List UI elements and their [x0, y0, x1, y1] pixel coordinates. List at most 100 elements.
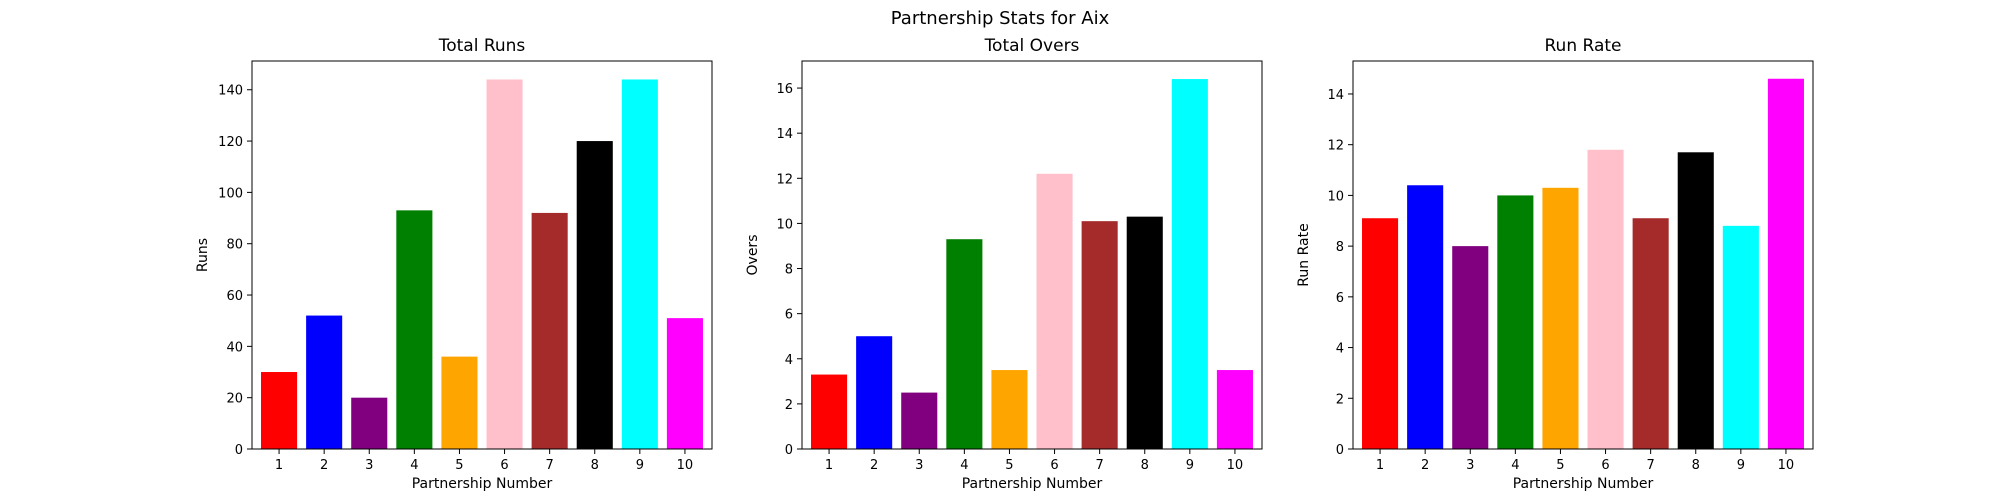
chart-1-bar-5: [441, 356, 478, 449]
chart-2-xlabel: Partnership Number: [962, 476, 1103, 492]
chart-1-ylabel: Runs: [195, 238, 211, 272]
figure-title: Partnership Stats for Aix: [891, 8, 1110, 29]
chart-3-ytick-label-1: 2: [1336, 392, 1344, 407]
chart-1-bar-1: [261, 372, 298, 449]
chart-2-xtick-label-3: 3: [915, 458, 923, 473]
chart-3-ytick-label-0: 0: [1336, 443, 1344, 458]
chart-1-ytick-label-4: 80: [226, 238, 243, 253]
chart-3-bar-6: [1587, 149, 1624, 449]
chart-1-xtick-label-1: 1: [275, 458, 283, 473]
chart-1-xtick-label-10: 10: [677, 458, 694, 473]
chart-2-ytick-label-7: 14: [776, 127, 793, 142]
chart-3-ytick-label-5: 10: [1327, 189, 1344, 204]
chart-1-bar-6: [486, 79, 523, 449]
chart-2-xtick-label-5: 5: [1005, 458, 1013, 473]
chart-2-xtick-label-9: 9: [1186, 458, 1194, 473]
chart-3-ytick-label-7: 14: [1327, 88, 1344, 103]
chart-1-xtick-label-7: 7: [546, 458, 554, 473]
chart-2-axes-frame: [801, 60, 1263, 450]
chart-3-bar-5: [1542, 187, 1579, 450]
chart-2-bar-3: [901, 392, 938, 449]
chart-2-xtick-label-7: 7: [1096, 458, 1104, 473]
chart-1-bar-7: [531, 212, 568, 449]
chart-1-ytick-label-5: 100: [218, 186, 243, 201]
chart-2-title: Total Overs: [984, 36, 1080, 56]
chart-1-bar-4: [396, 210, 433, 449]
chart-1-xtick-label-4: 4: [410, 458, 418, 473]
chart-3-bar-8: [1677, 152, 1714, 450]
chart-1-bar-8: [576, 141, 613, 449]
chart-1-xtick-label-3: 3: [365, 458, 373, 473]
chart-1-bar-10: [666, 318, 703, 449]
chart-1-bar-3: [351, 397, 388, 449]
chart-2-ytick-label-2: 4: [785, 353, 793, 368]
chart-2-bar-1: [811, 374, 848, 449]
chart-2-bar-7: [1081, 221, 1118, 449]
chart-1-bar-9: [621, 79, 658, 449]
chart-1-ytick-label-7: 140: [218, 84, 243, 99]
chart-3-xlabel: Partnership Number: [1513, 476, 1654, 492]
chart-1-bar-2: [306, 315, 343, 449]
chart-1-xtick-label-9: 9: [636, 458, 644, 473]
chart-2-ytick-label-5: 10: [776, 217, 793, 232]
chart-1-title: Total Runs: [438, 36, 526, 56]
chart-3-ytick-label-3: 6: [1336, 291, 1344, 306]
chart-3-axes-frame: [1352, 60, 1814, 450]
chart-2-ytick-label-4: 8: [785, 263, 793, 278]
chart-2-ytick-label-8: 16: [776, 82, 793, 97]
chart-3-xtick-label-8: 8: [1692, 458, 1700, 473]
chart-3-ytick-label-4: 8: [1336, 240, 1344, 255]
chart-3-bar-9: [1722, 225, 1759, 449]
chart-2-xtick-label-10: 10: [1227, 458, 1244, 473]
chart-1-xtick-label-6: 6: [500, 458, 508, 473]
chart-3-xtick-label-1: 1: [1376, 458, 1384, 473]
chart-1-ytick-label-1: 20: [226, 392, 243, 407]
chart-2-ytick-label-1: 2: [785, 398, 793, 413]
chart-2-ytick-label-3: 6: [785, 308, 793, 323]
chart-1-xlabel: Partnership Number: [412, 476, 553, 492]
chart-3-xtick-label-4: 4: [1511, 458, 1519, 473]
chart-3-xtick-label-9: 9: [1737, 458, 1745, 473]
chart-2-ytick-label-0: 0: [785, 443, 793, 458]
chart-2-xtick-label-2: 2: [870, 458, 878, 473]
chart-1-ytick-label-3: 60: [226, 289, 243, 304]
chart-3-ylabel: Run Rate: [1296, 223, 1312, 286]
chart-1-xtick-label-5: 5: [455, 458, 463, 473]
chart-3-bar-3: [1452, 246, 1489, 449]
chart-3-bar-2: [1407, 185, 1444, 449]
chart-3-bar-10: [1767, 78, 1804, 449]
chart-3-bar-7: [1632, 218, 1669, 449]
chart-3-ytick-label-2: 4: [1336, 342, 1344, 357]
chart-2-bar-5: [991, 370, 1028, 449]
chart-2-xtick-label-1: 1: [825, 458, 833, 473]
chart-3-xtick-label-2: 2: [1421, 458, 1429, 473]
chart-1-ytick-label-2: 40: [226, 340, 243, 355]
chart-3-xtick-label-10: 10: [1778, 458, 1795, 473]
chart-1-xtick-label-8: 8: [591, 458, 599, 473]
chart-2-bar-2: [856, 336, 893, 449]
chart-3-bar-1: [1362, 218, 1399, 449]
chart-3-xtick-label-3: 3: [1466, 458, 1474, 473]
chart-2-xtick-label-6: 6: [1050, 458, 1058, 473]
chart-2-ytick-label-6: 12: [776, 172, 793, 187]
chart-3-xtick-label-7: 7: [1647, 458, 1655, 473]
chart-1-ytick-label-6: 120: [218, 135, 243, 150]
chart-3-title: Run Rate: [1545, 36, 1622, 56]
chart-2-bar-6: [1036, 173, 1073, 450]
chart-3-bar-4: [1497, 195, 1534, 449]
chart-2-bar-10: [1216, 370, 1253, 449]
chart-1-ytick-label-0: 0: [235, 443, 243, 458]
chart-3-xtick-label-6: 6: [1601, 458, 1609, 473]
chart-1-axes-frame: [251, 60, 713, 450]
chart-1-xtick-label-2: 2: [320, 458, 328, 473]
chart-3-ytick-label-6: 12: [1327, 139, 1344, 154]
chart-2-xtick-label-4: 4: [960, 458, 968, 473]
chart-2-bar-9: [1171, 79, 1208, 450]
chart-2-bar-4: [946, 239, 983, 449]
chart-2-xtick-label-8: 8: [1141, 458, 1149, 473]
chart-2-ylabel: Overs: [745, 235, 761, 276]
chart-3-xtick-label-5: 5: [1556, 458, 1564, 473]
chart-2-bar-8: [1126, 216, 1163, 449]
